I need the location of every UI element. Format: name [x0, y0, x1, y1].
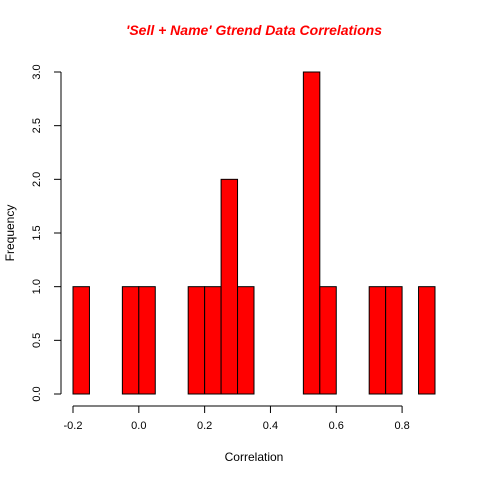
x-tick-label: 0.8	[394, 420, 409, 432]
x-tick-label: 0.4	[263, 420, 278, 432]
histogram-bar	[121, 286, 140, 395]
histogram-bar	[204, 286, 222, 395]
x-axis-label: Correlation	[225, 450, 284, 464]
histogram-bar	[368, 286, 387, 395]
x-tick-label: 0.0	[131, 420, 146, 432]
y-tick-label: 2.5	[31, 118, 43, 133]
x-tick-label: 0.6	[329, 420, 344, 432]
x-tick-label: -0.2	[64, 420, 83, 432]
histogram-bar	[319, 286, 337, 395]
y-tick-label: 2.0	[31, 172, 43, 187]
histogram-bar	[302, 71, 321, 395]
y-tick-label: 1.0	[31, 279, 43, 294]
y-tick-label: 1.5	[31, 225, 43, 240]
bars-group	[72, 71, 436, 395]
histogram-bar	[385, 286, 403, 395]
histogram-bar	[418, 286, 436, 395]
histogram-bar	[187, 286, 206, 395]
histogram-bar	[72, 286, 90, 395]
histogram-bar	[138, 286, 156, 395]
histogram-bar	[237, 286, 255, 395]
chart-title: 'Sell + Name' Gtrend Data Correlations	[126, 22, 382, 38]
histogram-bar	[220, 178, 239, 395]
y-axis: 0.0 0.5 1.0 1.5 2.0 2.5 3.0	[31, 64, 62, 402]
y-tick-label: 0.0	[31, 386, 43, 401]
y-tick-label: 3.0	[31, 64, 43, 79]
y-axis-label: Frequency	[3, 205, 17, 262]
x-tick-label: 0.2	[197, 420, 212, 432]
y-tick-label: 0.5	[31, 333, 43, 348]
x-axis: -0.2 0.0 0.2 0.4 0.6 0.8	[64, 405, 410, 432]
